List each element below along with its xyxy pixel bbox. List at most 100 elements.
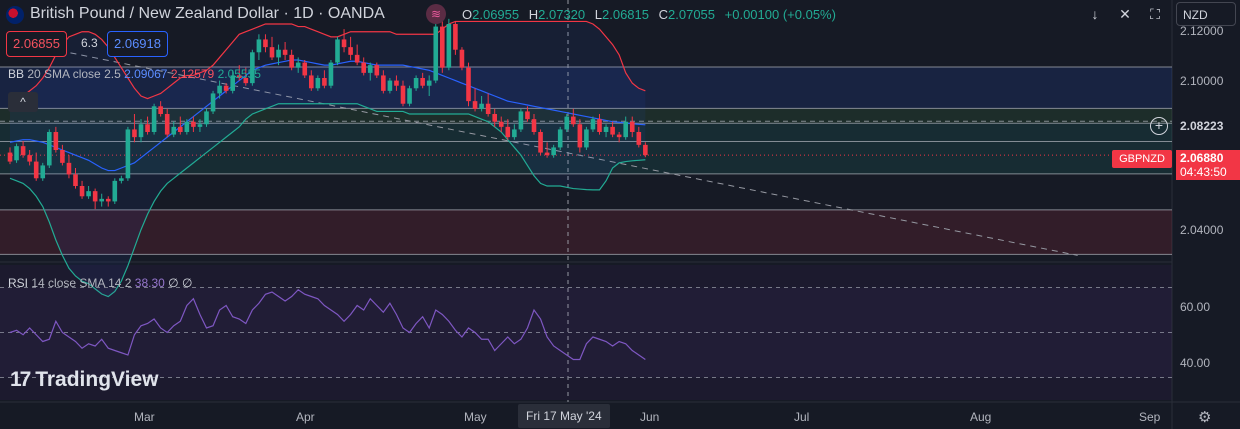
candle-body	[20, 146, 26, 156]
candle-body	[138, 124, 144, 138]
bb-legend-params: 20 SMA close 2.5	[27, 67, 121, 81]
candle-body	[525, 111, 530, 120]
candle-body	[184, 121, 190, 132]
candle-body	[413, 78, 419, 89]
candle-body	[243, 78, 249, 84]
ohlc-open-value: 2.06955	[472, 7, 520, 22]
bb-lower-value: 2.05555	[217, 67, 261, 81]
candle-body	[544, 152, 550, 156]
candle-body	[440, 26, 445, 68]
candle-body	[505, 126, 511, 138]
collapse-legend-button[interactable]: ^	[8, 92, 38, 112]
price-zone	[0, 108, 1172, 124]
candle-body	[623, 121, 628, 138]
collapse-arrows-icon[interactable]: ✕	[1119, 6, 1131, 22]
ohlc-high-key: H	[528, 7, 539, 22]
bb-legend[interactable]: BB 20 SMA close 2.5 2.09067 2.12579 2.05…	[8, 67, 261, 81]
candle-body	[335, 39, 340, 63]
candle-body	[348, 47, 353, 55]
candle-body	[374, 65, 380, 76]
bb-fill	[10, 21, 646, 297]
candle-body	[269, 47, 275, 58]
time-axis-label: Mar	[134, 410, 155, 424]
ohlc-change-value: +0.00100 (+0.05%)	[724, 7, 836, 22]
candle-body	[492, 114, 497, 122]
currency-select[interactable]: NZD	[1176, 2, 1236, 26]
bb-basis-line	[9, 59, 646, 172]
candle-body	[387, 80, 393, 91]
price-zone	[0, 66, 1172, 109]
bar-countdown: 04:43:50	[1180, 165, 1227, 179]
bb-basis-value: 2.09067	[124, 67, 168, 81]
candle-body	[99, 198, 104, 202]
bb-legend-name: BB	[8, 67, 25, 81]
rsi-line	[9, 288, 646, 361]
candle-body	[394, 80, 399, 86]
rsi-legend[interactable]: RSI 14 close SMA 14 2 38.30 ∅ ∅	[8, 276, 192, 290]
candle-body	[295, 62, 301, 68]
candle-body	[341, 39, 347, 48]
bb-upper-line	[9, 20, 646, 107]
symbol-title[interactable]: British Pound / New Zealand Dollar · 1D …	[30, 5, 385, 22]
candle-body	[518, 111, 524, 130]
spread-value: 6.3	[81, 36, 98, 50]
rsi-legend-params: 14 close SMA 14 2	[31, 276, 132, 290]
candle-body	[53, 132, 59, 150]
ohlc-readout: O2.06955 H2.07320 L2.06815 C2.07055 +0.0…	[462, 7, 842, 22]
rsi-axis-label: 60.00	[1180, 300, 1211, 314]
symbol-price-tag: GBPNZD	[1112, 150, 1172, 168]
candle-body	[485, 103, 491, 114]
candle-body	[629, 121, 635, 132]
candle-body	[584, 129, 589, 148]
time-axis-label: Apr	[296, 410, 315, 424]
candle-body	[302, 62, 308, 76]
level-price-tag: 2.08223	[1176, 117, 1240, 135]
candle-body	[309, 75, 314, 89]
candle-body	[426, 80, 432, 86]
candle-body	[616, 134, 622, 138]
ohlc-low-key: L	[594, 7, 602, 22]
tradingview-logo-icon: 17	[10, 368, 31, 391]
candle-body	[446, 24, 452, 68]
candle-body	[47, 132, 52, 166]
fullscreen-icon[interactable]: ⛶	[1150, 6, 1160, 22]
ohlc-open-key: O	[462, 7, 473, 22]
candle-body	[204, 111, 209, 125]
ohlc-close-value: 2.07055	[668, 7, 716, 22]
candle-body	[217, 85, 222, 94]
candle-body	[367, 65, 373, 73]
candle-body	[472, 101, 478, 109]
candle-body	[564, 116, 570, 130]
candle-body	[381, 75, 386, 91]
candle-body	[557, 129, 563, 148]
candle-body	[164, 114, 170, 135]
candle-body	[479, 103, 484, 109]
buy-price-button[interactable]: 2.06918	[107, 31, 168, 57]
candle-body	[223, 85, 229, 91]
candle-body	[86, 191, 91, 197]
ohlc-high-value: 2.07320	[538, 7, 586, 22]
time-axis-label: May	[464, 410, 487, 424]
candle-body	[551, 147, 556, 156]
candle-body	[191, 121, 196, 127]
candle-body	[197, 124, 203, 127]
candle-body	[158, 106, 163, 114]
settings-gear-icon[interactable]: ⚙	[1198, 409, 1212, 426]
candle-body	[466, 67, 471, 102]
candle-body	[400, 85, 406, 104]
crosshair-date-label: Fri 17 May '24	[518, 404, 610, 428]
add-alert-icon[interactable]: +	[1150, 117, 1168, 135]
time-axis-label: Aug	[970, 410, 992, 424]
candle-body	[597, 119, 602, 132]
sell-price-button[interactable]: 2.06855	[6, 31, 67, 57]
candle-body	[250, 52, 255, 84]
candle-body	[531, 119, 537, 132]
candle-body	[289, 54, 294, 68]
candle-body	[361, 62, 366, 73]
candle-body	[282, 49, 288, 55]
rsi-legend-name: RSI	[8, 276, 29, 290]
record-icon[interactable]: ≋	[426, 4, 446, 24]
scroll-down-icon[interactable]: ↓	[1091, 6, 1099, 22]
